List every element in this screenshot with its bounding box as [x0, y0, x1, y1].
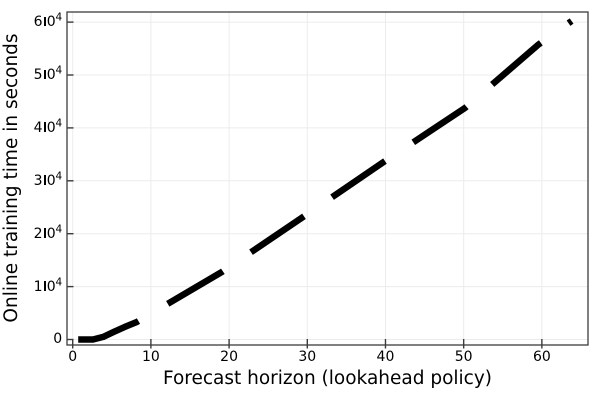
x-tick-label: 20 — [220, 349, 238, 365]
y-tick-label: 2 04 — [33, 223, 63, 242]
y-tick-label: 5 04 — [33, 64, 63, 83]
ten-digit-1 — [43, 281, 46, 291]
ten-digit-1 — [43, 228, 46, 238]
ten-digit-1 — [43, 69, 46, 79]
x-tick-label: 40 — [376, 349, 395, 365]
x-tick-label: 0 — [68, 349, 78, 365]
plot-frame — [66, 11, 589, 346]
x-tick-label: 30 — [298, 349, 317, 365]
x-tick-label: 50 — [454, 349, 473, 365]
training-time-curve — [78, 18, 574, 343]
ten-digit-1 — [43, 122, 46, 132]
ten-digit-1 — [43, 175, 46, 185]
y-tick-label: 1 04 — [33, 275, 63, 295]
x-tick-label: 60 — [532, 349, 551, 365]
y-tick-label: 3 04 — [33, 170, 63, 189]
x-axis-title: Forecast horizon (lookahead policy) — [162, 368, 493, 389]
x-tick-label: 10 — [141, 349, 160, 365]
y-tick-label: 6 04 — [33, 11, 63, 31]
y-axis-title: Online training time in seconds — [1, 33, 22, 323]
y-tick-label: 0 — [53, 331, 62, 348]
ten-digit-1 — [43, 16, 46, 27]
y-tick-label: 4 04 — [33, 117, 63, 136]
